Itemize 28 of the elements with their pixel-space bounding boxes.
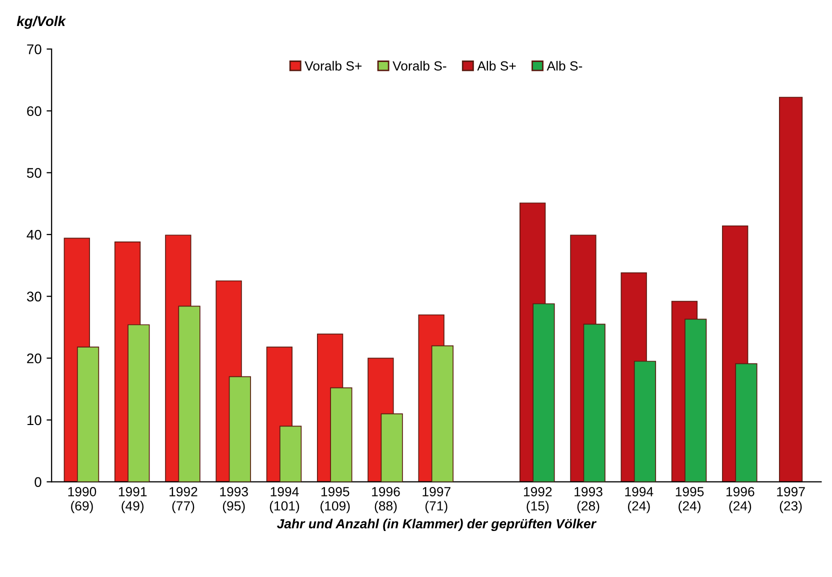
x-axis-title: Jahr und Anzahl (in Klammer) der geprüften Völker [276,518,597,532]
legend-label: Alb S- [546,60,582,71]
x-tick-label: 1992 (77) [170,487,198,514]
x-tick-label: 1996 (24) [726,487,754,514]
y-tick-label: 70 [27,44,42,54]
x-tick-label: 1992 (15) [524,487,552,514]
x-tick-label: 1991 (49) [118,487,147,514]
y-tick-label: 60 [27,106,42,116]
x-tick-label: 1997 (71) [422,487,450,514]
x-tick-label: 1997 (23) [777,487,805,514]
legend-label: Voralb S- [392,60,446,71]
legend-label: Alb S+ [477,60,516,71]
x-tick-label: 1990 (69) [68,487,96,514]
x-tick-label: 1996 (88) [372,487,400,514]
x-tick-label: 1994 (101) [270,487,300,514]
y-tick-label: 20 [27,353,42,364]
x-tick-label: 1994 (24) [625,487,654,514]
y-tick-label: 0 [34,477,42,487]
x-tick-label: 1995 (109) [320,487,350,514]
y-tick-label: 50 [26,168,42,178]
x-tick-label: 1993 (28) [574,487,602,514]
y-tick-label: 30 [26,292,42,302]
y-axis-title: kg/Volk [16,16,66,29]
y-tick-label: 40 [26,230,42,240]
x-tick-label: 1993 (95) [220,487,248,514]
y-tick-label: 10 [27,415,42,426]
legend-label: Voralb S+ [304,60,362,71]
x-tick-label: 1995 (24) [676,487,704,514]
